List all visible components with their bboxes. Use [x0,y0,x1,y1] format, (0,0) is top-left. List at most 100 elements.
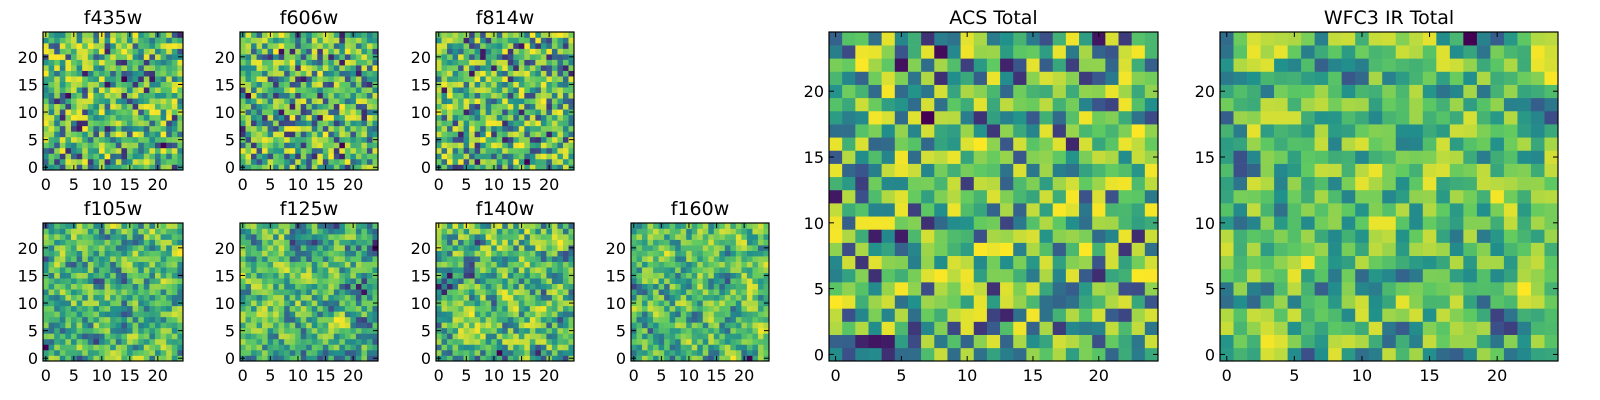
heatmap-cell [1131,347,1146,362]
heatmap-cell [267,65,274,71]
heatmap-cell [317,294,324,301]
heatmap-cell [76,153,83,160]
heatmap-cell [1144,268,1159,283]
heatmap-cell [447,164,453,171]
heatmap-cell [149,142,156,149]
heatmap-cell [278,131,285,138]
heatmap-cell [502,322,509,329]
heatmap-cell [155,294,161,301]
heatmap-cell [115,32,122,38]
heatmap-cell [160,239,167,246]
heatmap-cell [115,87,122,94]
heatmap-cell [160,164,167,171]
heatmap-cell [155,43,161,49]
heatmap-cell [686,283,693,290]
heatmap-cell [529,289,536,296]
heatmap-cell [1118,334,1132,349]
heatmap-cell [1079,176,1093,191]
heatmap-cell [171,223,178,229]
heatmap-cell [480,48,486,55]
heatmap-cell [171,338,178,345]
heatmap-cell [177,147,184,154]
heatmap-cell [262,153,268,160]
heatmap-cell [921,203,935,217]
heatmap-cell [155,289,161,296]
heatmap-cell [155,256,161,262]
heatmap-cell [317,158,324,165]
heatmap-cell [724,261,731,268]
heatmap-cell [155,333,161,340]
heatmap-cell [441,147,448,154]
heatmap-cell [741,239,748,246]
heatmap-cell [518,153,525,160]
heatmap-cell [697,322,704,329]
heatmap-cell [284,305,290,312]
heatmap-cell [355,131,362,138]
heatmap-cell [54,256,61,262]
heatmap-cell [138,114,145,121]
heatmap-cell [65,131,72,138]
heatmap-cell [104,267,111,273]
heatmap-cell [491,294,498,301]
heatmap-cell [1013,216,1027,230]
heatmap-cell [458,59,464,66]
heatmap-cell [104,153,111,160]
heatmap-cell [311,294,318,301]
heatmap-cell [240,158,246,165]
heatmap-cell [535,125,542,132]
heatmap-cell [557,147,564,154]
heatmap-cell [491,120,498,127]
heatmap-cell [1065,163,1080,178]
heatmap-cell [267,131,274,138]
heatmap-cell [166,349,173,356]
heatmap-cell [708,278,715,285]
heatmap-cell [256,92,263,99]
heatmap-cell [166,250,173,257]
heatmap-cell [636,305,643,312]
heatmap-cell [1026,203,1040,217]
heatmap-cell [535,164,542,171]
heatmap-cell [647,283,654,290]
heatmap-cell [934,203,948,217]
heatmap-cell [894,163,909,178]
heatmap-cell [262,125,268,132]
heatmap-cell [529,59,536,66]
heatmap-cell [322,272,329,279]
heatmap-cell [245,267,252,273]
heatmap-cell [177,98,184,105]
heatmap-cell [441,92,448,99]
heatmap-cell [485,267,492,273]
heatmap-cell [93,267,100,273]
heatmap-cell [82,311,89,318]
heatmap-cell [93,76,100,82]
heatmap-cell [127,92,133,99]
heatmap-cell [757,349,764,356]
heatmap-cell [143,92,150,99]
heatmap-cell [713,338,720,345]
heatmap-cell [110,103,117,110]
heatmap-cell [82,70,89,77]
x-tick-label: 20 [539,175,559,194]
heatmap-cell [469,327,475,334]
x-tick-label: 20 [343,175,363,194]
heatmap-cell [713,245,720,251]
heatmap-cell [59,98,66,105]
heatmap-cell [93,333,100,340]
heatmap-cell [557,81,564,88]
heatmap-cell [496,153,503,160]
heatmap-cell [59,37,66,44]
heatmap-cell [160,289,167,296]
heatmap-cell [350,48,357,55]
heatmap-cell [1079,334,1093,349]
heatmap-cell [513,245,520,251]
heatmap-cell [713,283,720,290]
heatmap-cell [636,245,643,251]
heatmap-cell [344,278,351,285]
heatmap-cell [480,245,486,251]
heatmap-cell [87,87,94,94]
heatmap-cell [366,333,373,340]
heatmap-cell [551,239,558,246]
heatmap-cell [436,120,442,127]
heatmap-cell [121,103,128,110]
y-tick-label: 10 [18,103,38,122]
